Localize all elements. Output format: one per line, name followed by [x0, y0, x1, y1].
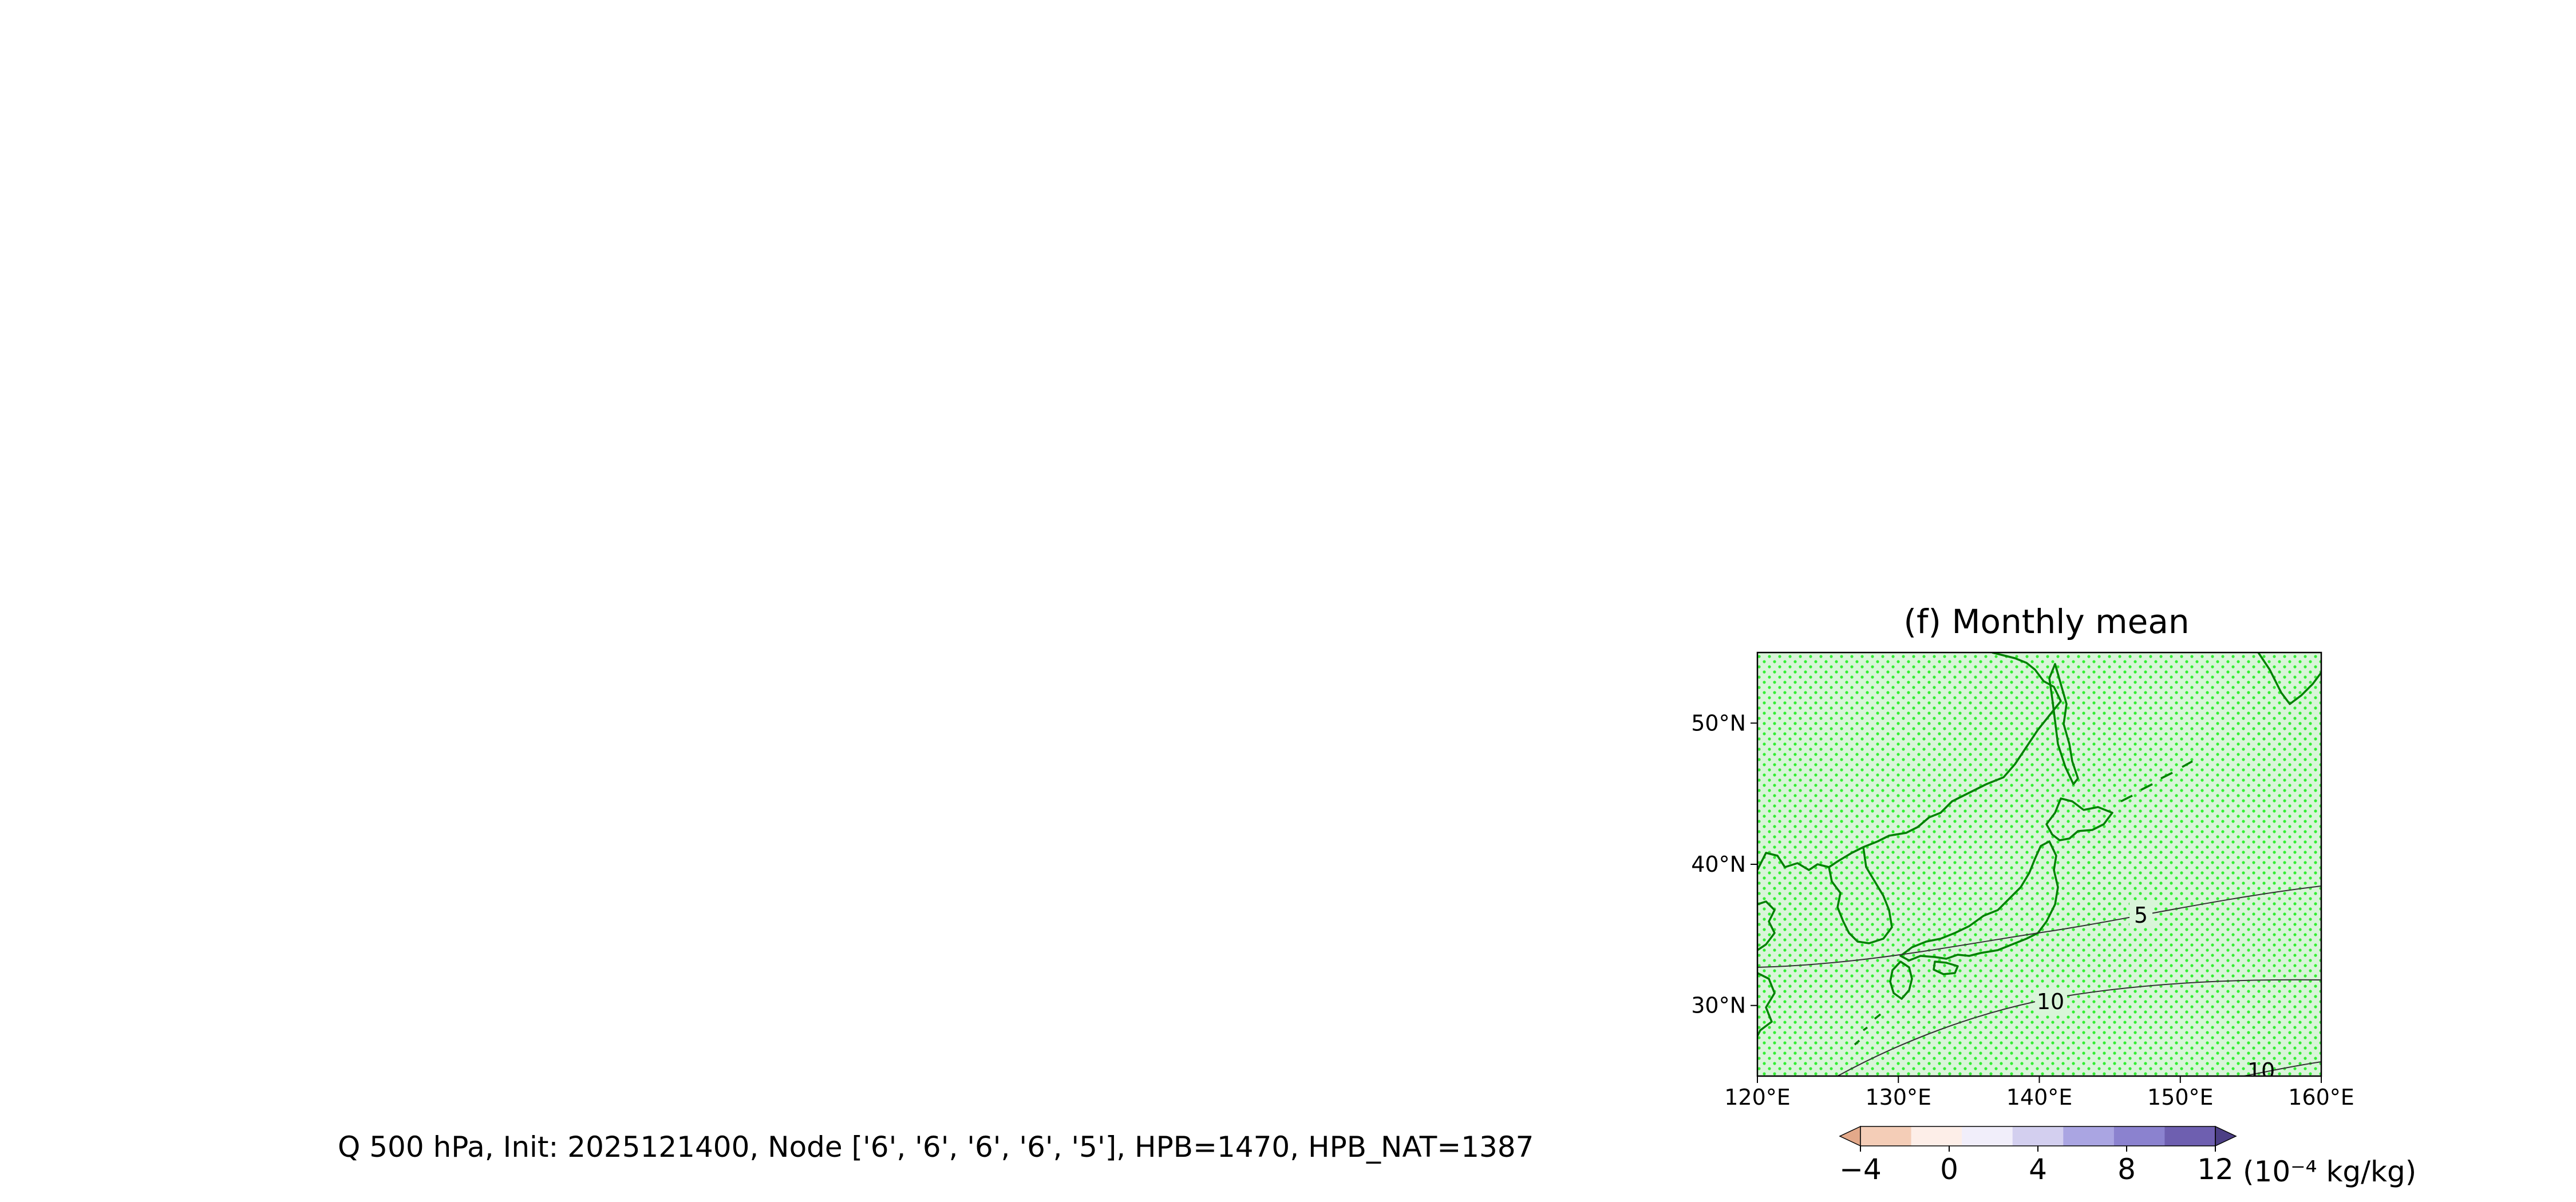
coastline-sakhalin — [2048, 663, 2079, 785]
colorbar-unit-label: (10⁻⁴ kg/kg) — [2243, 1155, 2416, 1188]
contour-label-10: 10 — [2037, 989, 2064, 1014]
colorbar-segment — [1860, 1126, 1912, 1146]
coastline-asia-mainland — [1757, 653, 2062, 871]
x-tick-label: 140°E — [2006, 1085, 2073, 1110]
x-axis: 120°E 130°E 140°E 150°E 160°E — [1724, 1076, 2354, 1110]
contour-10b — [2243, 1061, 2321, 1076]
coastline-shikoku — [1933, 960, 1959, 975]
coastline-kamchatka — [2257, 653, 2321, 705]
colorbar: −4 0 4 8 12 — [1839, 1125, 2237, 1186]
map-panel: 5 10 10 — [1756, 651, 2322, 1084]
colorbar-segment — [1962, 1126, 2013, 1146]
y-tick-label: 40°N — [1691, 852, 1746, 877]
coastline-kyushu — [1889, 960, 1913, 1000]
x-tick-label: 120°E — [1724, 1085, 1791, 1110]
colorbar-tick-label: −4 — [1839, 1153, 1882, 1186]
y-tick-label: 50°N — [1691, 710, 1746, 736]
coastline-hokkaido — [2045, 797, 2113, 841]
coastline-kuril-islands — [2120, 760, 2193, 802]
colorbar-segment — [2113, 1126, 2165, 1146]
coastline-china — [1757, 900, 1776, 1037]
colorbar-tick-label: 0 — [1940, 1153, 1958, 1186]
y-tick-label: 30°N — [1691, 993, 1746, 1018]
coastline-korea — [1828, 847, 1893, 944]
colorbar-segment — [2063, 1126, 2115, 1146]
colorbar-extend-high — [2215, 1125, 2237, 1147]
contour-label-bg-5 — [2129, 902, 2152, 927]
x-tick-label: 150°E — [2147, 1085, 2214, 1110]
y-axis: 30°N 40°N 50°N — [1691, 710, 1757, 1018]
coastline-ryukyu — [1854, 1013, 1882, 1046]
colorbar-tick-label: 8 — [2117, 1153, 2136, 1186]
colorbar-tick-label: 4 — [2029, 1153, 2047, 1186]
contour-label-10-edge: 10 — [2247, 1058, 2275, 1084]
contour-label-5: 5 — [2134, 903, 2148, 928]
colorbar-extend-low — [1839, 1125, 1861, 1147]
contour-label-bg-10 — [2035, 989, 2067, 1014]
colorbar-tick-label: 12 — [2197, 1153, 2234, 1186]
x-tick-label: 160°E — [2288, 1085, 2354, 1110]
colorbar-segment — [1911, 1126, 1962, 1146]
x-tick-label: 130°E — [1865, 1085, 1931, 1110]
colorbar-segment — [2164, 1126, 2216, 1146]
colorbar-segment — [2012, 1126, 2064, 1146]
figure-caption: Q 500 hPa, Init: 2025121400, Node ['6', … — [338, 1130, 1534, 1164]
contour-5 — [1757, 885, 2321, 968]
panel-title: (f) Monthly mean — [1903, 602, 2190, 641]
coastline-honshu — [1899, 840, 2059, 962]
